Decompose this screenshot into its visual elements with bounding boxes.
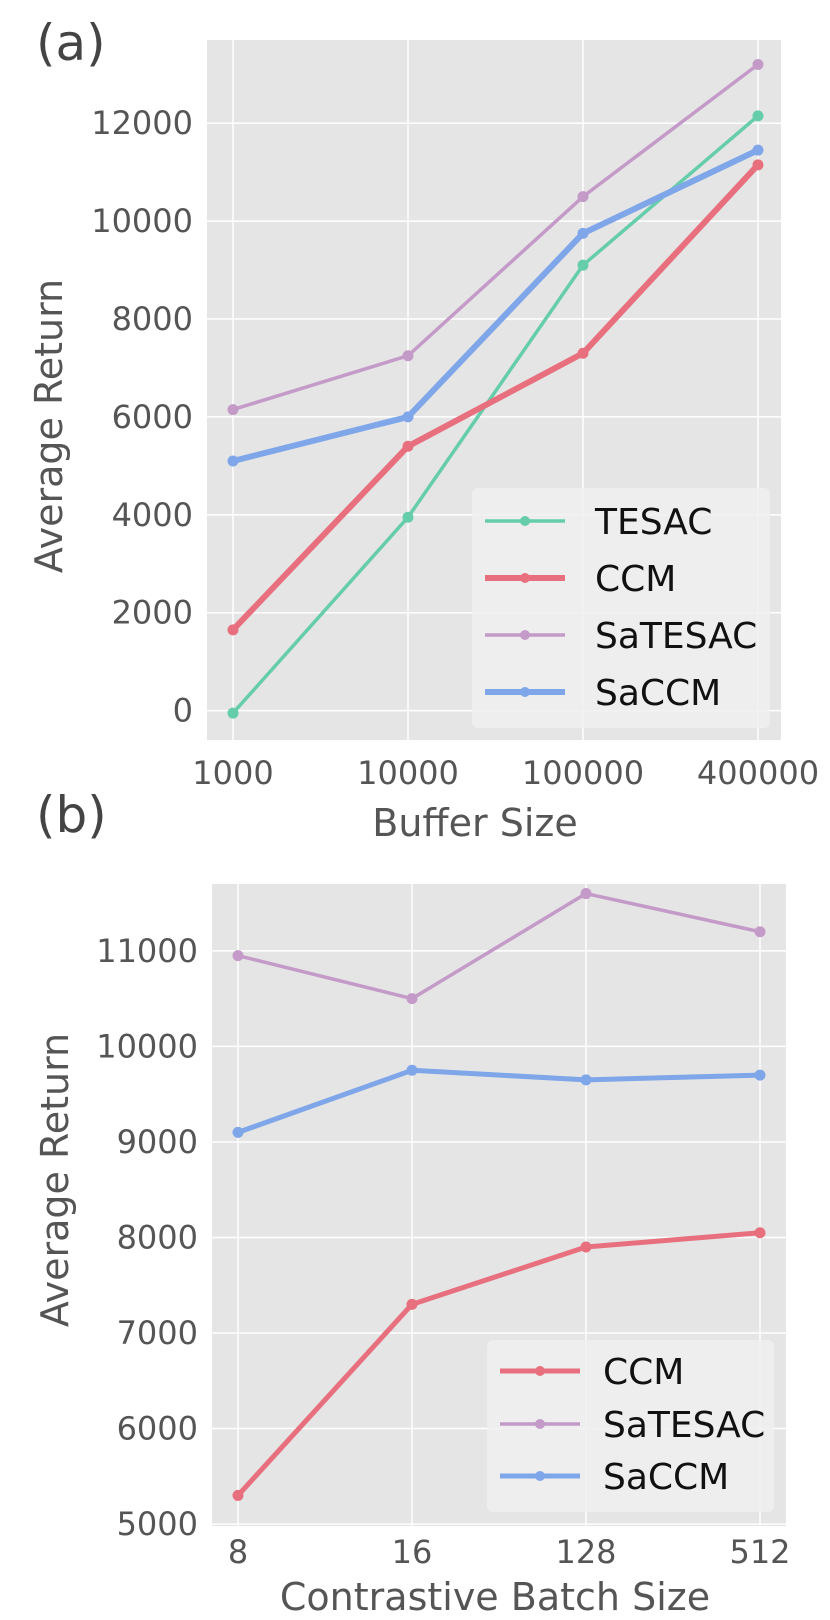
series-line-saccm [235,1067,763,1135]
panel-b-legend-box [487,1340,774,1512]
series-line-ccm [235,1230,763,1498]
panel-b-series [232,888,766,1501]
point-ccm [227,624,239,636]
point-satesac [580,888,592,900]
legend-marker-satesac [520,630,530,640]
panel-a-y-tick: 8000 [112,300,193,338]
panel-a-x-axis-label: Buffer Size [372,801,577,845]
panel-a-x-tick: 1000 [192,754,273,792]
series-line-saccm [230,147,761,464]
panel-b-y-tick: 5000 [117,1505,198,1543]
panel-a-series [227,58,764,719]
legend-item-tesac: TESAC [485,502,712,543]
panel-b-y-ticks: 5000 6000 7000 8000 9000 10000 11000 [96,932,198,1543]
panel-b-x-ticks: 8 16 128 512 [228,1533,791,1571]
legend-label-satesac: SaTESAC [603,1405,765,1446]
panel-a-legend-box [472,488,770,728]
point-ccm [402,440,414,452]
legend-item-saccm: SaCCM [500,1457,729,1498]
point-tesac [402,511,414,523]
panel-b-x-tick: 8 [228,1533,248,1571]
panel-b-y-tick: 7000 [117,1314,198,1352]
series-line-satesac [231,62,760,412]
legend-item-ccm: CCM [500,1352,684,1393]
panel-a-y-tick: 12000 [91,104,193,142]
legend-label-satesac: SaTESAC [595,616,757,657]
point-ccm [406,1298,418,1310]
panel-b-y-tick: 10000 [96,1027,198,1065]
panel-b-x-tick: 512 [729,1533,790,1571]
point-saccm [402,411,414,423]
point-saccm [580,1074,592,1086]
panel-a-grid [207,40,781,740]
legend-item-saccm: SaCCM [485,673,721,714]
panel-a-label: (a) [36,14,106,72]
point-satesac [754,926,766,938]
point-saccm [232,1126,244,1138]
legend-marker-ccm [535,1366,545,1376]
point-satesac [227,404,239,416]
legend-label-tesac: TESAC [594,502,712,543]
legend-marker-saccm [535,1471,545,1481]
point-saccm [406,1064,418,1076]
point-ccm [232,1489,244,1501]
legend-label-saccm: SaCCM [603,1457,729,1498]
point-saccm [754,1069,766,1081]
point-tesac [577,259,589,271]
series-line-satesac [236,891,762,1001]
panel-b-label: (b) [36,786,107,844]
panel-b-x-tick: 16 [392,1533,433,1571]
point-satesac [406,993,418,1005]
legend-label-ccm: CCM [603,1352,684,1393]
legend-marker-satesac [535,1419,545,1429]
legend-item-satesac: SaTESAC [500,1405,765,1446]
point-satesac [752,58,764,70]
panel-b-y-tick: 9000 [117,1123,198,1161]
point-satesac [232,950,244,962]
panel-b-y-tick: 8000 [117,1218,198,1256]
panel-b-x-tick: 128 [555,1533,616,1571]
point-satesac [577,191,589,203]
panel-a-y-axis-label: Average Return [27,279,71,573]
panel-b-legend: CCM SaTESAC SaCCM [487,1340,774,1512]
series-line-ccm [230,161,761,633]
panel-b-y-tick: 11000 [96,932,198,970]
point-tesac [752,110,764,122]
point-saccm [752,144,764,156]
point-satesac [402,350,414,362]
point-saccm [227,455,239,467]
point-tesac [227,707,239,719]
panel-a-y-tick: 0 [173,692,193,730]
legend-marker-ccm [520,573,530,583]
panel-b-y-tick: 6000 [117,1410,198,1448]
panel-a-x-tick: 10000 [357,754,459,792]
legend-marker-tesac [520,516,530,526]
panel-b: (b) 5000 6000 7000 8000 9000 10000 11000 8 16 … [33,786,791,1619]
legend-item-ccm: CCM [485,559,676,600]
point-ccm [752,159,764,171]
panel-b-y-axis-label: Average Return [33,1033,77,1327]
panel-a-y-ticks: 0 2000 4000 6000 8000 10000 12000 [91,104,193,729]
panel-a-x-tick: 400000 [697,754,819,792]
panel-a: (a) 0 2000 4000 6000 8000 10000 12000 1000 100… [27,14,819,845]
panel-a-y-tick: 6000 [112,398,193,436]
panel-a-y-tick: 2000 [112,594,193,632]
panel-a-x-ticks: 1000 10000 100000 400000 [192,754,819,792]
panel-a-x-tick: 100000 [522,754,644,792]
panel-a-y-tick: 10000 [91,202,193,240]
panel-a-legend: TESAC CCM SaTESAC SaCCM [472,488,770,728]
point-ccm [754,1227,766,1239]
point-saccm [577,227,589,239]
legend-label-saccm: SaCCM [595,673,721,714]
point-ccm [577,347,589,359]
panel-b-x-axis-label: Contrastive Batch Size [280,1575,710,1619]
legend-label-ccm: CCM [595,559,676,600]
legend-marker-saccm [520,687,530,697]
point-ccm [580,1241,592,1253]
legend-item-satesac: SaTESAC [485,616,757,657]
panel-a-y-tick: 4000 [112,496,193,534]
